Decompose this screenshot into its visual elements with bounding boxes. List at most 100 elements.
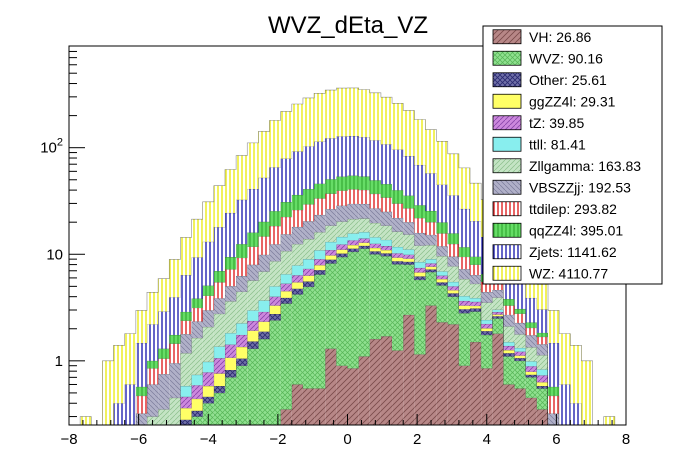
bar-vbszzjj-28 — [380, 211, 393, 226]
bar-zjets-33 — [436, 184, 448, 223]
bar-ggzz4l-26 — [358, 242, 370, 246]
bar-qqzz4l-9 — [169, 334, 181, 344]
bar-qqzz4l-36 — [470, 256, 482, 265]
bar-qqzz4l-20 — [291, 194, 303, 210]
bar-ttll-14 — [224, 333, 237, 345]
bar-vbszzjj-25 — [347, 203, 359, 220]
legend-swatch-wz — [492, 265, 522, 281]
bar-ggzz4l-15 — [236, 346, 248, 359]
bar-ttdilep-16 — [247, 246, 259, 265]
chart-title: WVZ_dEta_VZ — [268, 12, 428, 39]
bar-other-42 — [536, 386, 549, 389]
bar-qqzz4l-35 — [458, 247, 471, 257]
bar-vbszzjj-33 — [436, 246, 448, 257]
bar-vbszzjj-9 — [169, 363, 181, 398]
bar-ttll-22 — [314, 250, 326, 260]
bar-zjets-5 — [124, 384, 136, 425]
bar-wvz-38 — [492, 318, 504, 334]
bar-tz-38 — [492, 312, 504, 315]
bar-ttdilep-25 — [347, 189, 359, 204]
bar-ttll-10 — [180, 386, 192, 397]
bar-qqzz4l-40 — [514, 308, 526, 314]
x-tick-label: 0 — [343, 431, 351, 448]
legend-label-other: Other: 25.61 — [529, 72, 607, 88]
bar-wz-23 — [325, 90, 337, 139]
bar-wvz-20 — [291, 294, 303, 385]
bar-tz-33 — [436, 275, 448, 280]
bar-wz-45 — [570, 345, 582, 404]
bar-other-28 — [380, 253, 393, 257]
bar-vbszzjj-37 — [481, 292, 493, 303]
bar-ttll-18 — [269, 286, 281, 297]
bar-ttdilep-20 — [291, 209, 303, 227]
bar-zjets-34 — [447, 195, 459, 234]
legend-label-wvz: WVZ: 90.16 — [529, 50, 603, 66]
legend-swatch-ttdilep — [492, 201, 522, 217]
bar-other-39 — [503, 353, 515, 357]
bar-qqzz4l-33 — [436, 222, 448, 234]
y-tick-label: 1 — [55, 353, 63, 370]
bar-tz-28 — [380, 246, 393, 251]
bar-vbszzjj-32 — [425, 234, 437, 246]
bar-vbszzjj-31 — [414, 232, 426, 246]
bar-ttdilep-36 — [470, 264, 482, 276]
bar-wz-31 — [414, 119, 426, 165]
bar-ttll-40 — [514, 347, 526, 352]
x-tick-label: −2 — [269, 431, 286, 448]
bar-ttdilep-39 — [503, 305, 515, 315]
bar-wz-10 — [180, 237, 192, 276]
bar-zjets-44 — [559, 384, 571, 425]
bar-wvz-31 — [414, 279, 426, 355]
bar-ggzz4l-34 — [447, 290, 459, 294]
bar-ggzz4l-25 — [347, 245, 359, 249]
bar-ggzz4l-16 — [247, 330, 259, 342]
legend-swatch-ggzz4l — [492, 93, 522, 109]
bar-ttll-29 — [392, 246, 404, 254]
bar-tz-13 — [213, 358, 225, 374]
bar-wvz-14 — [224, 377, 237, 425]
bar-wvz-16 — [247, 348, 259, 425]
bar-vbszzjj-14 — [224, 286, 237, 302]
bar-zllgamma-40 — [514, 334, 526, 348]
bar-zjets-22 — [314, 141, 326, 184]
bar-wz-8 — [158, 278, 170, 312]
bar-vbszzjj-41 — [525, 335, 537, 348]
bar-qqzz4l-24 — [336, 176, 348, 191]
bar-ttll-30 — [403, 249, 415, 255]
bar-tz-19 — [280, 283, 292, 292]
bar-wvz-25 — [347, 251, 359, 369]
bar-zjets-36 — [470, 221, 482, 257]
bar-wvz-32 — [425, 272, 437, 306]
bar-zjets-16 — [247, 188, 259, 233]
bar-ttdilep-11 — [191, 307, 203, 322]
bar-tz-37 — [481, 323, 493, 329]
bar-qqzz4l-13 — [213, 271, 225, 283]
bar-wz-27 — [369, 92, 381, 141]
bar-zjets-28 — [380, 144, 393, 185]
bar-wz-22 — [314, 93, 326, 142]
bar-wz-4 — [113, 345, 125, 404]
bar-zllgamma-15 — [236, 291, 248, 324]
bar-wz-29 — [392, 103, 404, 150]
bar-ttdilep-21 — [302, 204, 315, 222]
bar-zjets-7 — [146, 324, 159, 361]
bar-ttll-19 — [280, 274, 292, 284]
bar-zjets-25 — [347, 136, 359, 176]
bar-other-14 — [224, 370, 237, 378]
bar-tz-42 — [536, 375, 549, 383]
bar-tz-41 — [525, 366, 537, 372]
bar-zllgamma-34 — [447, 266, 459, 282]
bar-other-32 — [425, 269, 437, 273]
bar-tz-40 — [514, 351, 526, 356]
bar-other-30 — [403, 261, 415, 265]
bar-ttdilep-33 — [436, 233, 448, 247]
bar-zjets-27 — [369, 140, 381, 181]
bar-ttll-16 — [247, 310, 259, 321]
legend-swatch-qqzz4l — [492, 222, 522, 238]
bar-vbszzjj-16 — [247, 264, 259, 281]
bar-zjets-23 — [325, 138, 337, 180]
bar-zjets-4 — [113, 403, 125, 425]
bar-zjets-13 — [213, 227, 225, 272]
bar-ggzz4l-19 — [280, 291, 292, 298]
bar-ggzz4l-29 — [392, 257, 404, 262]
